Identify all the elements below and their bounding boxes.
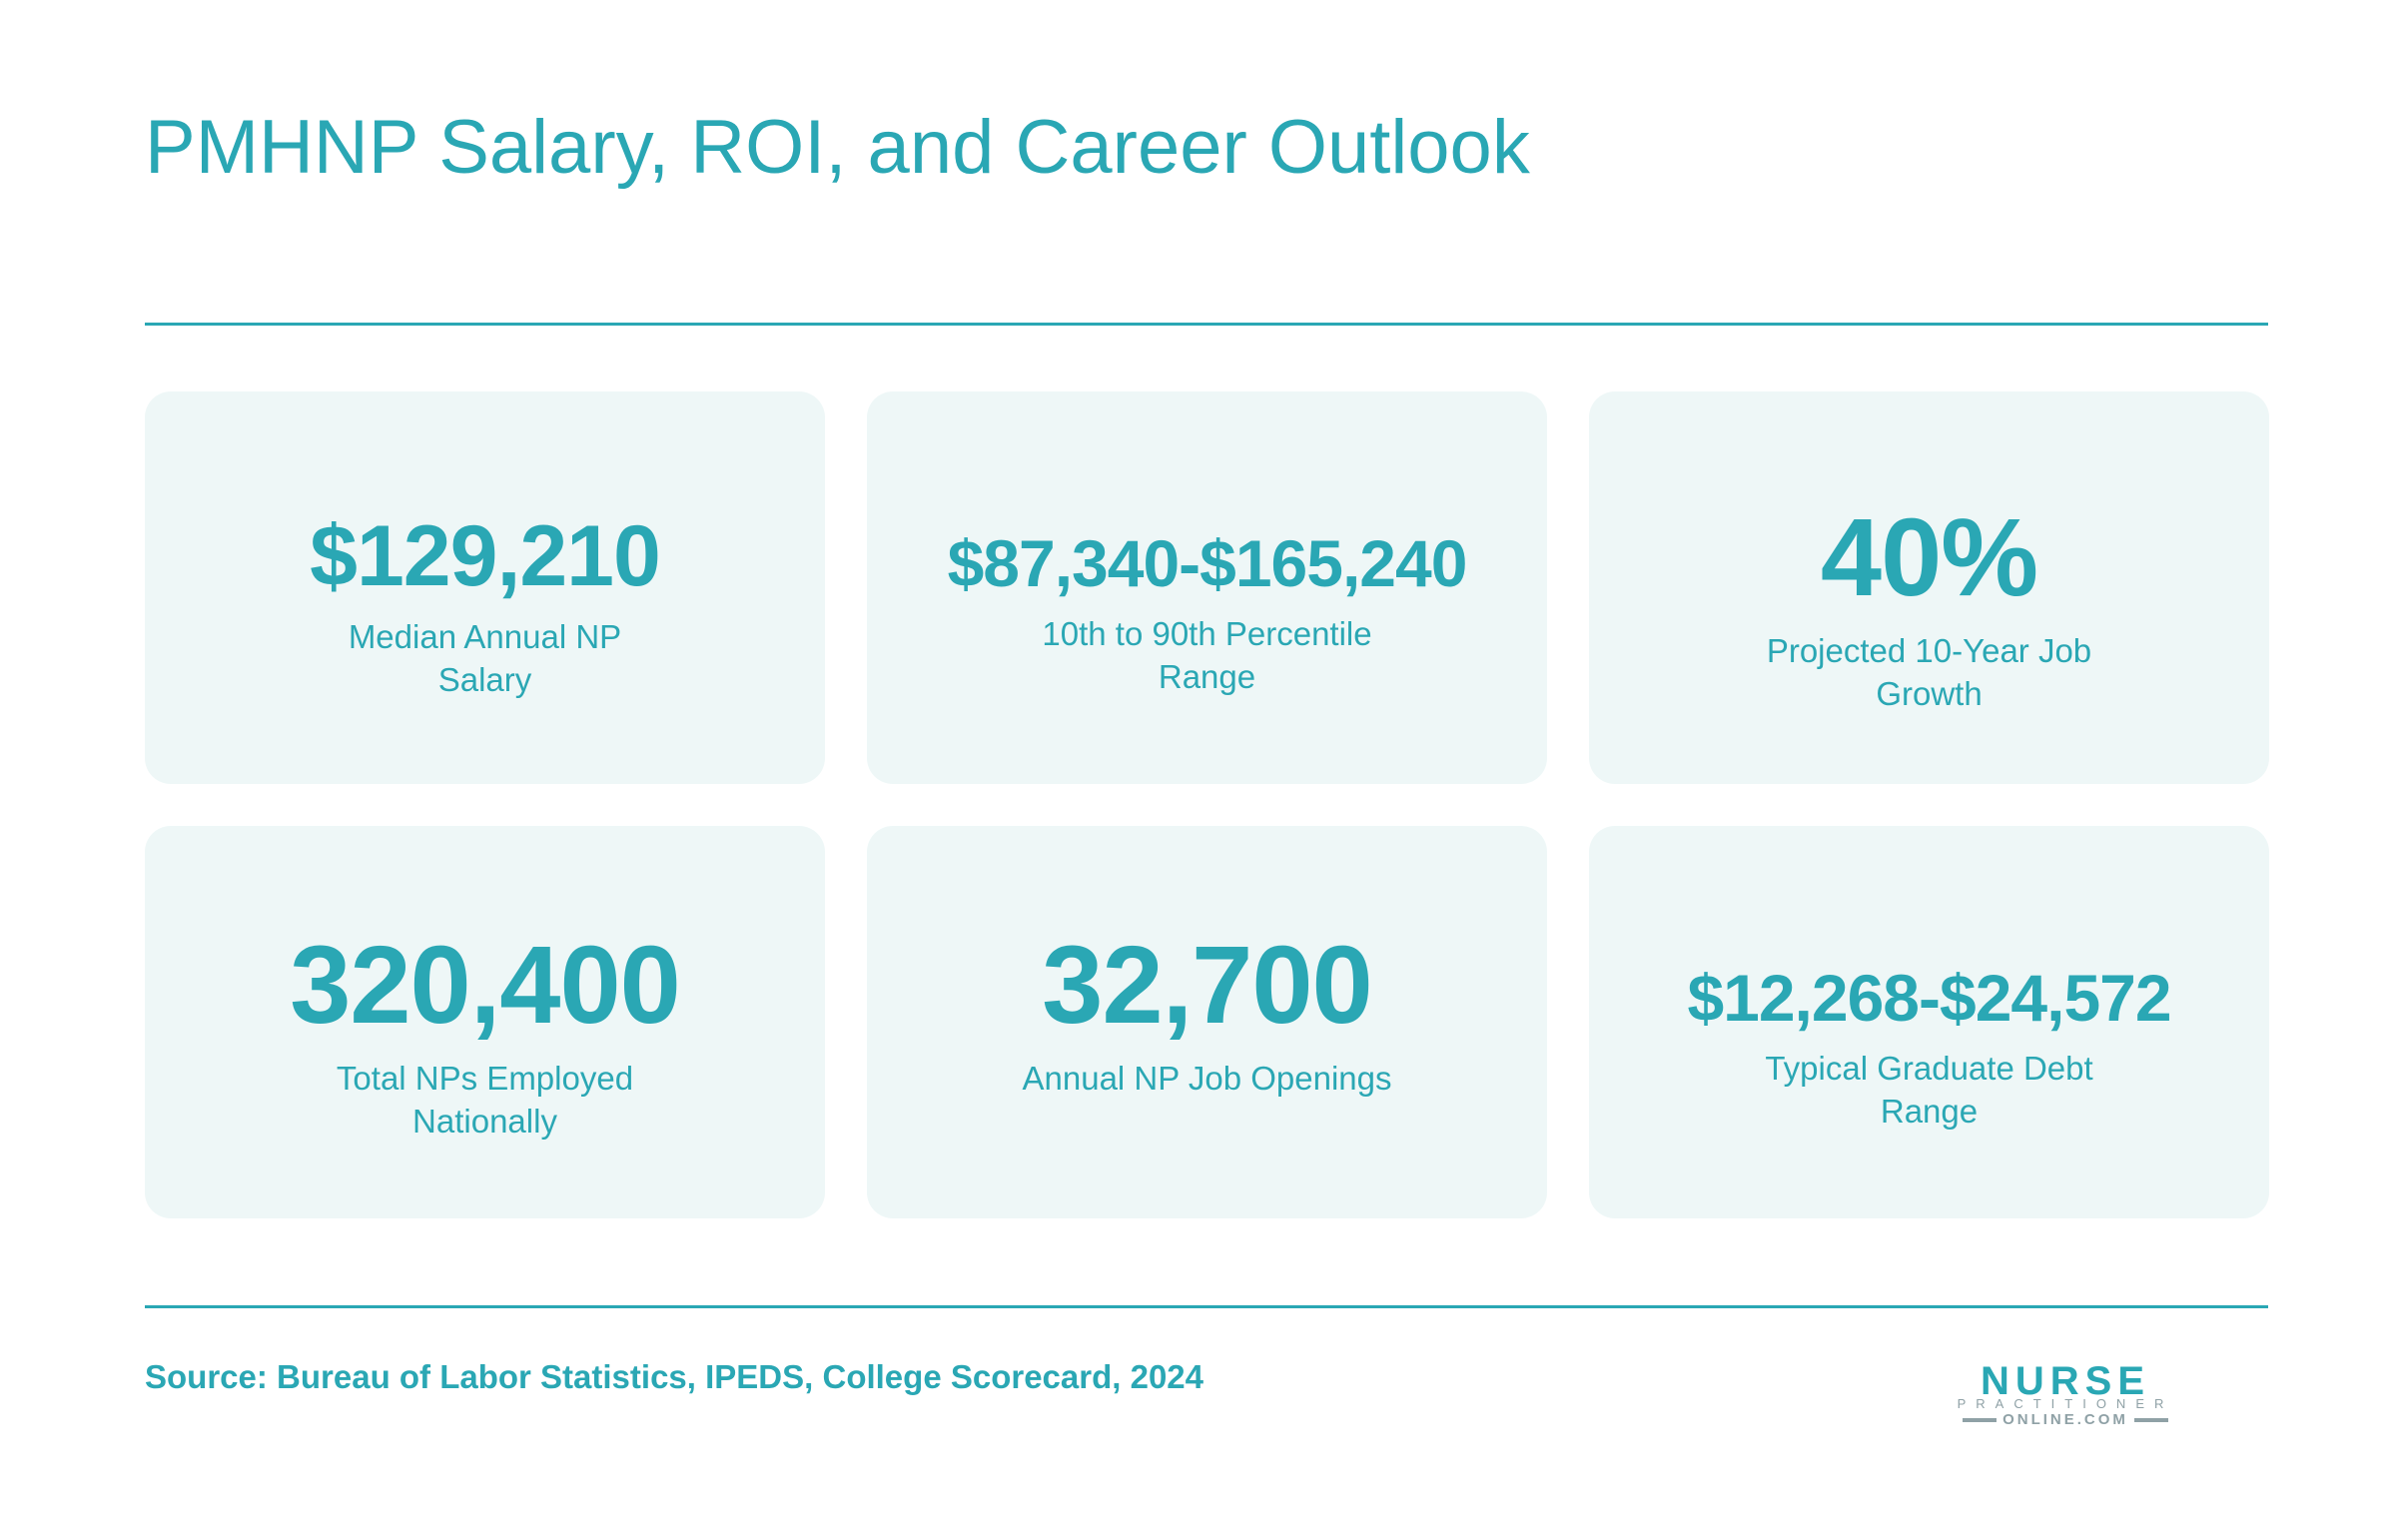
stat-value: $12,268-$24,572 [1687, 961, 2171, 1035]
stat-value: 40% [1820, 496, 2038, 619]
stat-card-job-growth: 40% Projected 10-Year Job Growth [1589, 391, 2269, 784]
stat-label: Typical Graduate Debt Range [1765, 1050, 2093, 1130]
logo-rule-right [2133, 1418, 2168, 1422]
brand-logo: NURSE PRACTITIONER ONLINE.COM [1916, 1359, 2215, 1428]
logo-line-2: PRACTITIONER [1957, 1396, 2174, 1411]
stat-label: Projected 10-Year Job Growth [1766, 632, 2092, 712]
stat-label: Total NPs Employed Nationally [336, 1060, 634, 1140]
stat-label: Median Annual NP Salary [348, 618, 622, 698]
stat-label: Annual NP Job Openings [1022, 1060, 1392, 1097]
stats-grid: $129,210 Median Annual NP Salary $87,340… [145, 391, 2269, 1218]
stat-card-graduate-debt: $12,268-$24,572 Typical Graduate Debt Ra… [1589, 826, 2269, 1218]
logo-rule-left [1963, 1418, 1998, 1422]
stat-card-job-openings: 32,700 Annual NP Job Openings [867, 826, 1547, 1218]
logo-line-3: ONLINE.COM [2002, 1411, 2128, 1428]
stat-label: 10th to 90th Percentile Range [1042, 615, 1372, 695]
logo-line-3-row: ONLINE.COM [1916, 1412, 2215, 1428]
stat-card-total-employed: 320,400 Total NPs Employed Nationally [145, 826, 825, 1218]
bottom-divider [145, 1305, 2268, 1308]
stat-card-median-salary: $129,210 Median Annual NP Salary [145, 391, 825, 784]
stat-value: 32,700 [1042, 924, 1372, 1047]
stat-value: 320,400 [290, 924, 681, 1047]
page-title: PMHNP Salary, ROI, and Career Outlook [145, 105, 1530, 190]
stat-card-percentile-range: $87,340-$165,240 10th to 90th Percentile… [867, 391, 1547, 784]
stat-value: $87,340-$165,240 [947, 526, 1468, 600]
top-divider [145, 323, 2268, 326]
source-note: Source: Bureau of Labor Statistics, IPED… [145, 1358, 1204, 1395]
stat-value: $129,210 [310, 508, 661, 604]
logo-line-1: NURSE [1980, 1359, 2151, 1403]
